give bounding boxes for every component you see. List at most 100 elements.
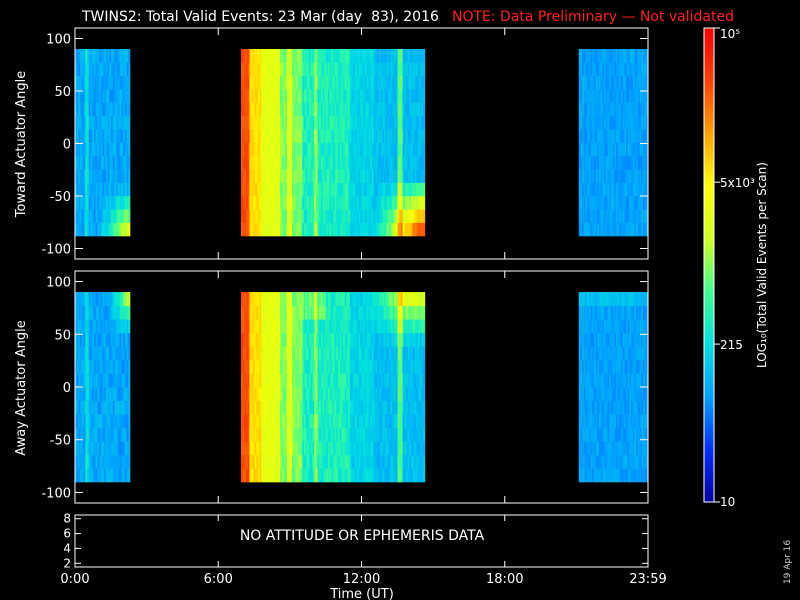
heatmap-cell — [406, 155, 409, 170]
heatmap-cell — [315, 292, 318, 307]
heatmap-cell — [344, 75, 347, 90]
y-tick-label: -50 — [50, 190, 71, 205]
heatmap-cell — [119, 49, 122, 63]
heatmap-cell — [380, 49, 383, 63]
heatmap-cell — [400, 400, 404, 415]
heatmap-cell — [365, 332, 368, 347]
heatmap-cell — [578, 441, 581, 456]
heatmap-cell — [609, 359, 612, 374]
heatmap-cell — [395, 102, 398, 117]
heatmap-cell — [639, 222, 642, 237]
heatmap-cell — [634, 89, 637, 103]
heatmap-cell — [252, 373, 255, 388]
heatmap-cell — [314, 414, 317, 429]
heatmap-cell — [99, 169, 102, 183]
heatmap-cell — [375, 155, 378, 170]
heatmap-cell — [417, 142, 421, 157]
heatmap-cell — [389, 319, 392, 334]
heatmap-cell — [580, 195, 583, 210]
heatmap-cell — [600, 414, 603, 429]
heatmap-cell — [343, 209, 346, 223]
heatmap-cell — [268, 169, 271, 183]
heatmap-cell — [578, 62, 581, 77]
heatmap-cell — [278, 454, 281, 469]
heatmap-cell — [128, 346, 131, 361]
heatmap-cell — [619, 222, 622, 237]
heatmap-cell — [309, 346, 312, 361]
heatmap-cell — [261, 454, 264, 469]
heatmap-cell — [252, 155, 255, 170]
heatmap-cell — [358, 62, 361, 77]
heatmap-cell — [402, 209, 405, 223]
heatmap-cell — [286, 115, 289, 130]
heatmap-cell — [609, 305, 612, 320]
heatmap-cell — [303, 102, 307, 117]
heatmap-cell — [339, 169, 342, 183]
heatmap-cell — [246, 115, 249, 130]
heatmap-cell — [402, 222, 405, 237]
heatmap-cell — [385, 89, 388, 103]
heatmap-cell — [631, 387, 634, 401]
heatmap-cell — [264, 319, 267, 334]
heatmap-cell — [395, 414, 398, 429]
heatmap-cell — [76, 182, 79, 197]
heatmap-cell — [76, 49, 79, 63]
heatmap-cell — [597, 102, 600, 117]
heatmap-cell — [372, 400, 375, 415]
heatmap-cell — [99, 142, 102, 157]
heatmap-cell — [609, 155, 612, 170]
heatmap-cell — [627, 89, 630, 103]
heatmap-cell — [344, 468, 347, 483]
heatmap-cell — [126, 62, 129, 77]
heatmap-cell — [326, 359, 329, 374]
heatmap-cell — [271, 359, 274, 374]
heatmap-cell — [348, 305, 351, 320]
heatmap-cell — [622, 387, 625, 401]
heatmap-cell — [285, 209, 288, 223]
heatmap-cell — [617, 454, 620, 469]
heatmap-cell — [102, 441, 105, 456]
heatmap-cell — [322, 359, 325, 374]
heatmap-cell — [320, 346, 324, 361]
heatmap-cell — [615, 182, 618, 197]
heatmap-cell — [274, 129, 278, 143]
heatmap-cell — [97, 373, 100, 388]
heatmap-cell — [642, 142, 646, 157]
heatmap-cell — [290, 142, 293, 157]
heatmap-cell — [116, 414, 119, 429]
heatmap-cell — [92, 359, 95, 374]
heatmap-cell — [276, 305, 279, 320]
heatmap-cell — [283, 195, 286, 210]
heatmap-cell — [85, 169, 88, 183]
heatmap-cell — [112, 292, 115, 307]
heatmap-cell — [373, 115, 376, 130]
heatmap-cell — [285, 305, 288, 320]
heatmap-cell — [305, 102, 308, 117]
heatmap-cell — [622, 102, 625, 117]
heatmap-cell — [595, 400, 598, 415]
heatmap-cell — [128, 129, 131, 143]
heatmap-cell — [104, 373, 107, 388]
heatmap-cell — [123, 305, 126, 320]
heatmap-cell — [358, 195, 361, 210]
heatmap-cell — [354, 182, 358, 197]
heatmap-cell — [407, 89, 410, 103]
heatmap-cell — [300, 115, 303, 130]
heatmap-cell — [88, 75, 91, 90]
heatmap-cell — [585, 115, 588, 130]
heatmap-cell — [407, 169, 410, 183]
heatmap-cell — [324, 209, 327, 223]
heatmap-cell — [612, 387, 615, 401]
heatmap-cell — [124, 102, 127, 117]
heatmap-cell — [372, 102, 375, 117]
heatmap-cell — [351, 387, 354, 401]
heatmap-cell — [293, 305, 296, 320]
heatmap-cell — [637, 182, 640, 197]
heatmap-cell — [111, 441, 114, 456]
heatmap-cell — [382, 129, 385, 143]
heatmap-cell — [620, 359, 624, 374]
heatmap-cell — [597, 75, 600, 90]
plot-title: TWINS2: Total Valid Events: 23 Mar (day … — [81, 9, 439, 25]
heatmap-cell — [387, 441, 390, 456]
heatmap-cell — [274, 319, 278, 334]
